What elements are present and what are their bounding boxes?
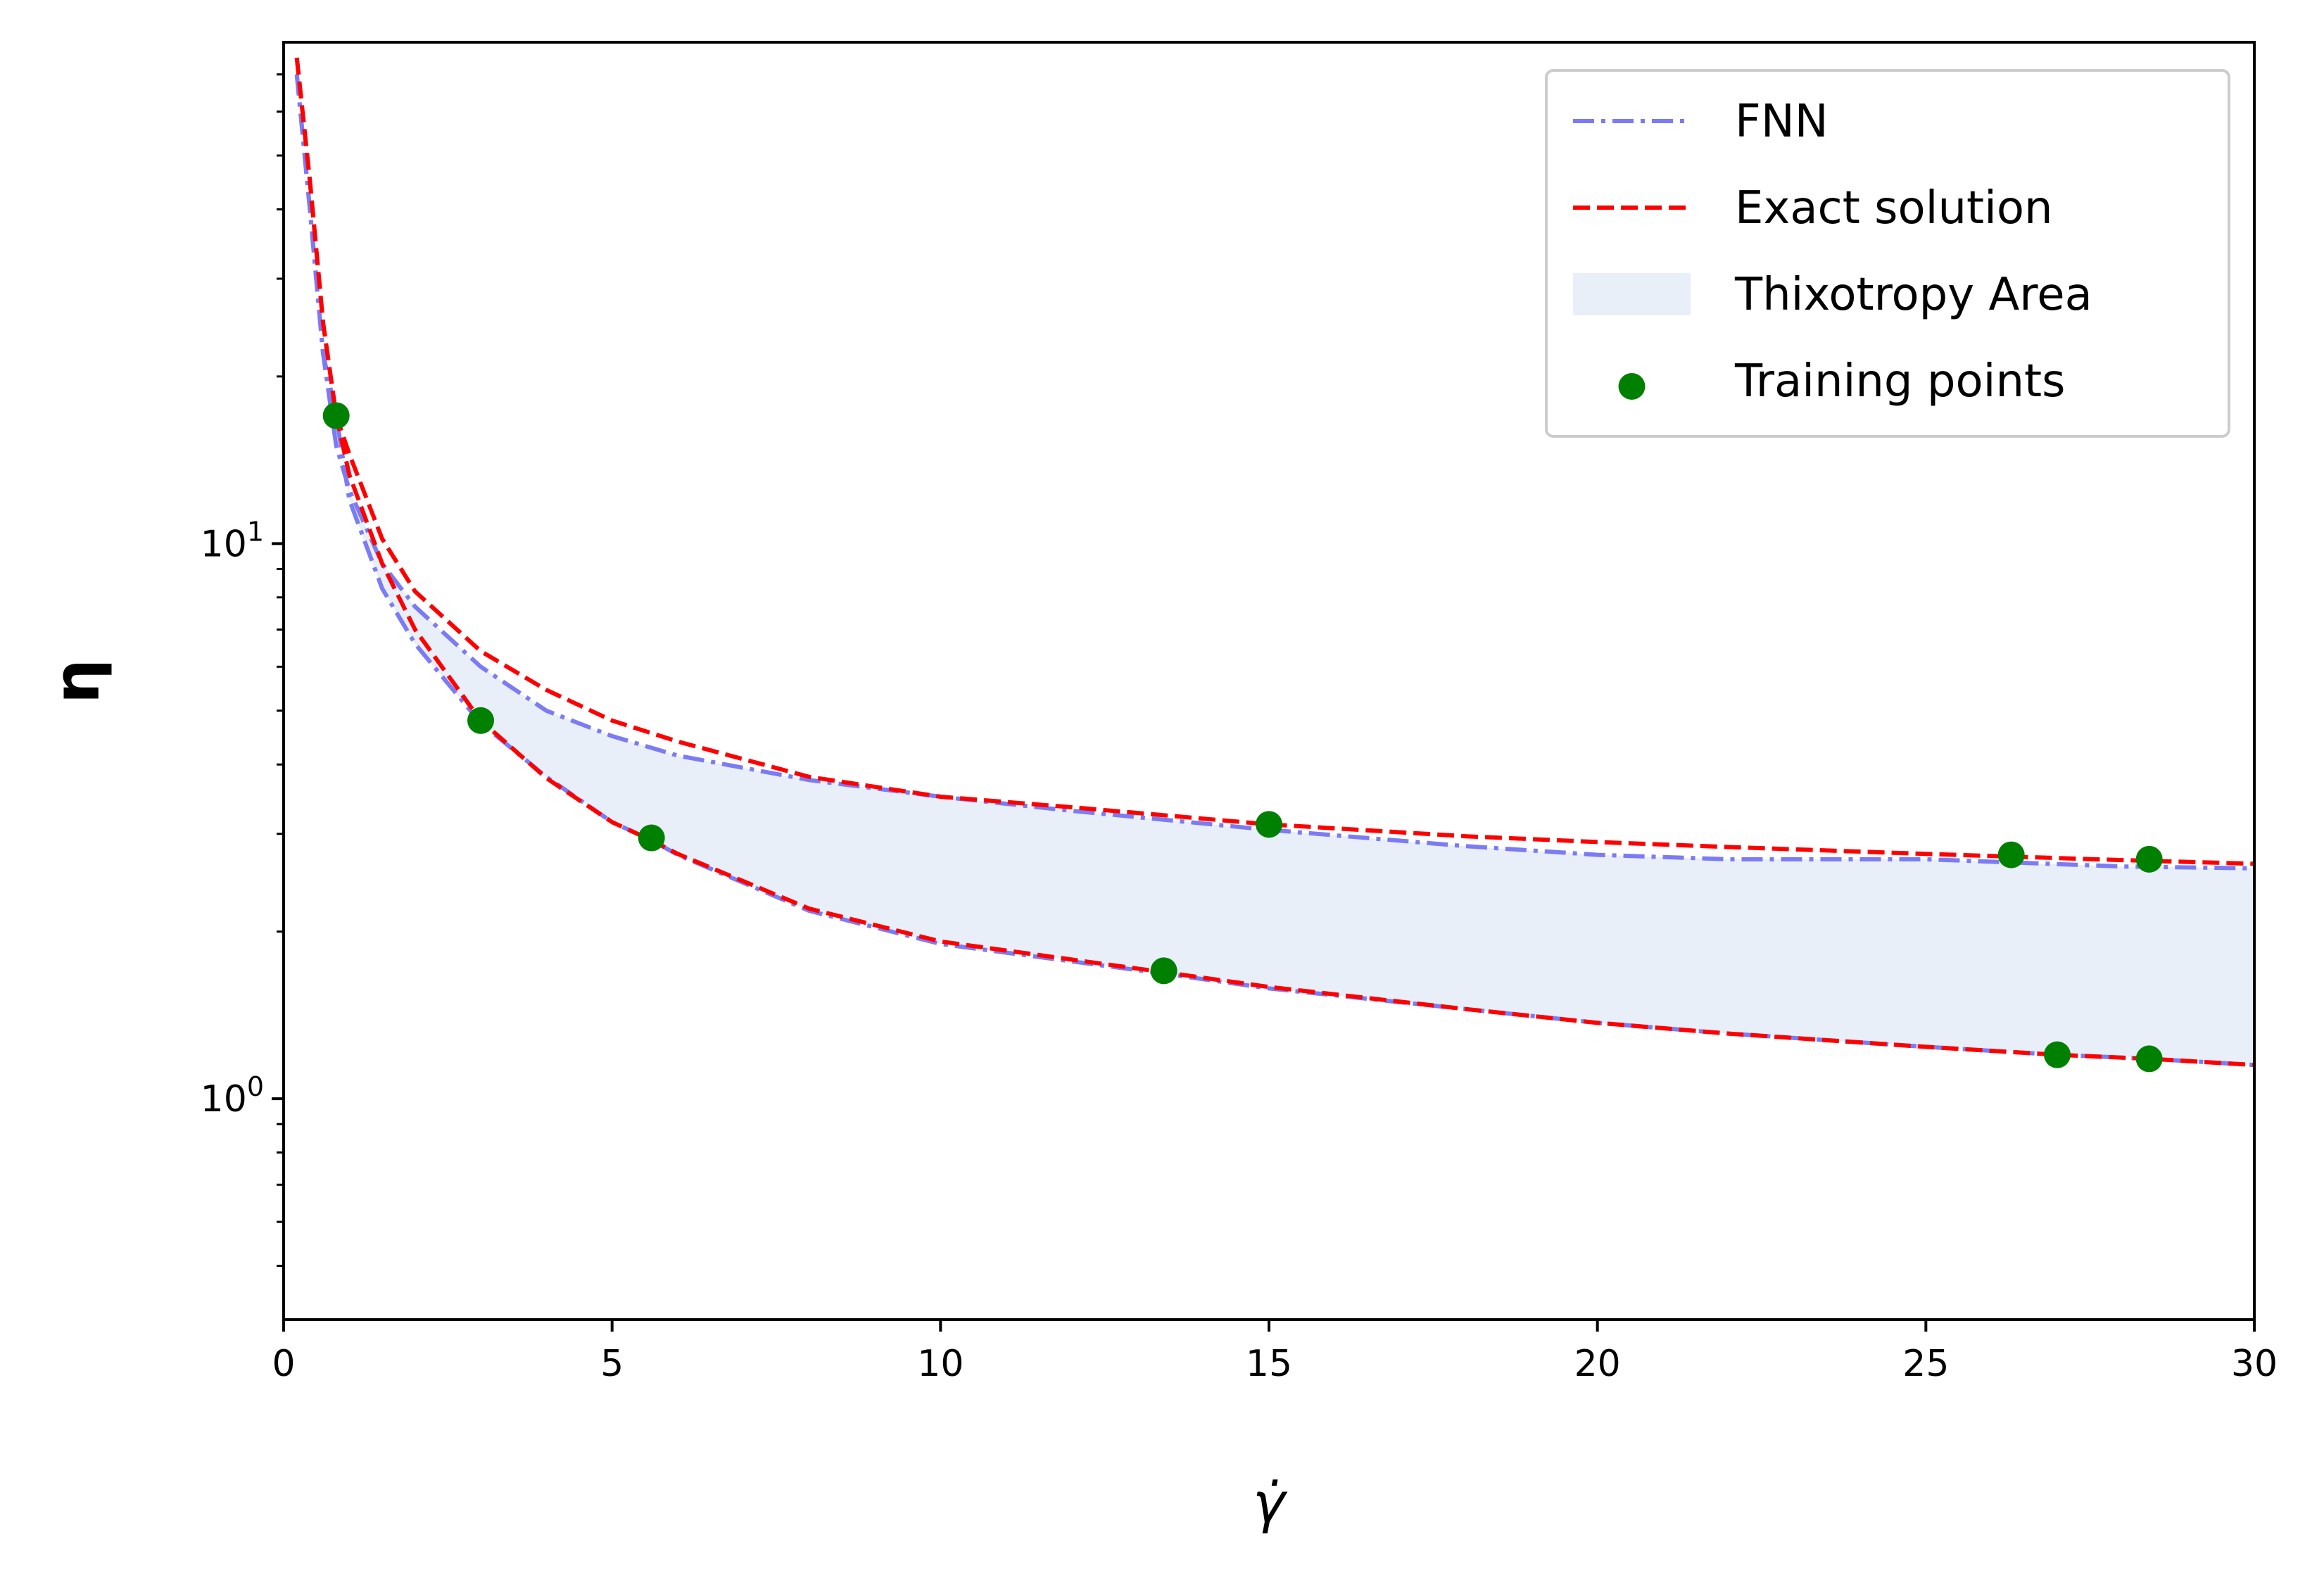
legend-points-handle bbox=[1618, 373, 1646, 400]
training-point bbox=[322, 402, 350, 429]
training-point bbox=[467, 707, 494, 734]
plot-area bbox=[294, 57, 2254, 1073]
training-point bbox=[2135, 1045, 2163, 1073]
x-tick-label: 30 bbox=[2231, 1343, 2278, 1385]
x-tick-label: 15 bbox=[1246, 1343, 1292, 1385]
legend: FNN Exact solution Thixotropy Area Training… bbox=[1545, 69, 2230, 438]
training-point bbox=[2044, 1041, 2071, 1068]
training-point bbox=[1150, 957, 1177, 985]
x-tick-label: 0 bbox=[272, 1343, 295, 1385]
x-tick-label: 5 bbox=[600, 1343, 624, 1385]
training-point bbox=[1256, 811, 1282, 838]
legend-label: FNN bbox=[1735, 96, 1829, 148]
exact-solution-lower-line bbox=[294, 57, 2254, 1068]
training-point bbox=[638, 824, 665, 852]
fill-layer bbox=[336, 415, 2254, 1066]
y-tick-label: 101 bbox=[201, 516, 264, 565]
fnn-lower-line bbox=[294, 74, 2254, 1068]
legend-area-handle bbox=[1573, 273, 1691, 315]
lines-layer bbox=[294, 57, 2254, 1068]
axes: 0 5 10 15 20 25 30 101 100 bbox=[201, 41, 2278, 1385]
points-layer bbox=[322, 402, 2163, 1073]
x-axis-title: γ̇ bbox=[1253, 1472, 1288, 1535]
legend-label: Exact solution bbox=[1735, 182, 2053, 234]
x-tick-label: 10 bbox=[917, 1343, 964, 1385]
legend-label: Thixotropy Area bbox=[1734, 269, 2092, 321]
thixotropy-area bbox=[336, 415, 2254, 1066]
legend-label: Training points bbox=[1734, 355, 2065, 408]
y-axis-title: η bbox=[40, 659, 114, 704]
x-tick-label: 25 bbox=[1902, 1343, 1949, 1385]
y-tick-label: 100 bbox=[201, 1071, 264, 1120]
legend-box bbox=[1545, 69, 2230, 438]
training-point bbox=[1997, 841, 2025, 868]
x-tick-label: 20 bbox=[1574, 1343, 1621, 1385]
training-point bbox=[2135, 845, 2163, 873]
